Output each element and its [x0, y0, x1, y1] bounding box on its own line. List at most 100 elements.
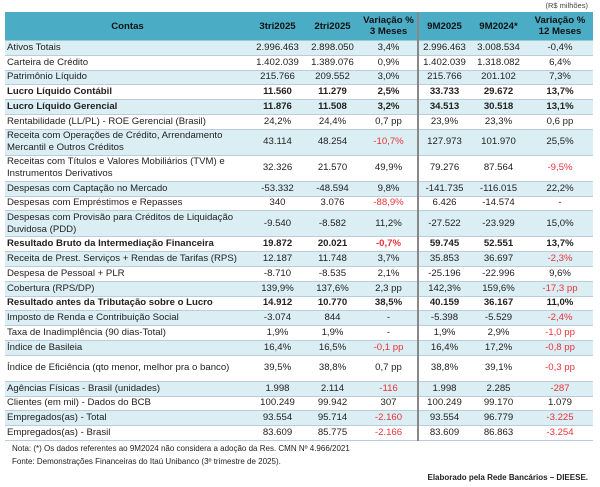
- cell-value: 13,7%: [527, 84, 593, 101]
- cell-value: 2,9%: [470, 325, 527, 341]
- table-row: Carteira de Crédito 1.402.039 1.389.076 0,9…: [5, 55, 593, 71]
- cell-value: 100.249: [417, 396, 470, 412]
- notes: Nota: (*) Os dados referentes ao 9M2024 …: [12, 442, 593, 468]
- cell-value: 99.942: [305, 396, 360, 412]
- cell-value: 23,3%: [470, 114, 527, 130]
- table-row: Lucro Líquido Contábil 11.560 11.279 2,5% 33…: [5, 84, 593, 101]
- cell-value: 2.996.463: [417, 40, 470, 56]
- row-label: Receita com Operações de Crédito, Arrend…: [5, 129, 250, 156]
- cell-value: 95.714: [305, 410, 360, 427]
- cell-value: 127.973: [417, 129, 470, 156]
- row-label: Taxa de Inadimplência (90 dias-Total): [5, 325, 250, 341]
- row-label: Receitas com Títulos e Valores Mobiliári…: [5, 155, 250, 182]
- cell-value: -: [360, 310, 418, 327]
- cell-value: 59.745: [417, 236, 470, 253]
- cell-value: 15,0%: [527, 210, 593, 238]
- cell-value: -53.332: [250, 181, 305, 197]
- cell-value: 21.570: [305, 155, 360, 182]
- cell-value: 11.508: [305, 99, 360, 115]
- cell-value: 38,8%: [305, 355, 360, 382]
- row-label: Patrimônio Líquido: [5, 70, 250, 86]
- cell-value: 83.609: [250, 425, 305, 441]
- table-row: Receitas com Títulos e Valores Mobiliári…: [5, 155, 593, 182]
- cell-value: 3,7%: [360, 251, 418, 267]
- cell-value: -0,7%: [360, 236, 418, 253]
- cell-value: 39,5%: [250, 355, 305, 382]
- cell-value: 11.279: [305, 84, 360, 101]
- row-label: Lucro Líquido Contábil: [5, 84, 250, 101]
- cell-value: -8.535: [305, 266, 360, 282]
- cell-value: 307: [360, 396, 418, 412]
- table-row: Imposto de Renda e Contribuição Social -3…: [5, 310, 593, 327]
- note: Nota: (*) Os dados referentes ao 9M2024 …: [12, 443, 350, 453]
- cell-value: 1.389.076: [305, 55, 360, 71]
- cell-value: 1,9%: [305, 325, 360, 341]
- cell-value: 83.609: [417, 425, 470, 441]
- cell-value: 201.102: [470, 70, 527, 86]
- cell-value: 33.733: [417, 84, 470, 101]
- cell-value: 12.187: [250, 251, 305, 267]
- cell-value: 100.249: [250, 396, 305, 412]
- cell-value: 10.770: [305, 296, 360, 312]
- row-label: Agências Físicas - Brasil (unidades): [5, 381, 250, 397]
- cell-value: 11,0%: [527, 296, 593, 312]
- cell-value: 0,7 pp: [360, 114, 418, 130]
- table-row: Despesas com Empréstimos e Repasses 340 3.…: [5, 196, 593, 212]
- cell-value: 17,2%: [470, 340, 527, 356]
- table-row: Rentabilidade (LL/PL) - ROE Gerencial (B…: [5, 114, 593, 130]
- header-var-3m: Variação % 3 Meses: [360, 12, 418, 41]
- cell-value: -27.522: [417, 210, 470, 238]
- cell-value: 3,2%: [360, 99, 418, 115]
- cell-value: 16,4%: [417, 340, 470, 356]
- cell-value: 20.021: [305, 236, 360, 253]
- table-row: Ativos Totais 2.996.463 2.898.050 3,4% 2.996…: [5, 40, 593, 56]
- cell-value: -0,1 pp: [360, 340, 418, 356]
- source: Fonte: Demonstrações Financeiras do Itaú…: [12, 456, 281, 466]
- header-9m2024: 9M2024*: [470, 12, 527, 41]
- cell-value: -3.074: [250, 310, 305, 327]
- cell-value: 38,5%: [360, 296, 418, 312]
- cell-value: 1.402.039: [250, 55, 305, 71]
- cell-value: 3,4%: [360, 40, 418, 56]
- cell-value: -0,4%: [527, 40, 593, 56]
- cell-value: -5.529: [470, 310, 527, 327]
- table-row: Despesa de Pessoal + PLR -8.710 -8.535 2,1%…: [5, 266, 593, 282]
- table-row: Patrimônio Líquido 215.766 209.552 3,0% 215.…: [5, 70, 593, 86]
- cell-value: 96.779: [470, 410, 527, 427]
- cell-value: 49,9%: [360, 155, 418, 182]
- cell-value: 159,6%: [470, 281, 527, 297]
- table-row: Receita de Prest. Serviços + Rendas de T…: [5, 251, 593, 267]
- row-label: Imposto de Renda e Contribuição Social: [5, 310, 250, 327]
- header-9m2025: 9M2025: [417, 12, 470, 41]
- cell-value: -116: [360, 381, 418, 397]
- cell-value: 25,5%: [527, 129, 593, 156]
- cell-value: 3,0%: [360, 70, 418, 86]
- cell-value: 11,2%: [360, 210, 418, 238]
- cell-value: 2.114: [305, 381, 360, 397]
- cell-value: 52.551: [470, 236, 527, 253]
- cell-value: 2.285: [470, 381, 527, 397]
- row-label: Índice de Eficiência (qto menor, melhor …: [5, 355, 250, 382]
- cell-value: 11.876: [250, 99, 305, 115]
- cell-value: -9.540: [250, 210, 305, 238]
- cell-value: -88,9%: [360, 196, 418, 212]
- cell-value: 215.766: [250, 70, 305, 86]
- table-row: Índice de Eficiência (qto menor, melhor …: [5, 355, 593, 382]
- cell-value: 43.114: [250, 129, 305, 156]
- cell-value: 85.775: [305, 425, 360, 441]
- row-label: Clientes (em mil) - Dados do BCB: [5, 396, 250, 412]
- header-3tri2025: 3tri2025: [250, 12, 305, 41]
- row-label: Despesas com Empréstimos e Repasses: [5, 196, 250, 212]
- cell-value: 36.697: [470, 251, 527, 267]
- cell-value: 2,3 pp: [360, 281, 418, 297]
- cell-value: -2.160: [360, 410, 418, 427]
- cell-value: 79.276: [417, 155, 470, 182]
- row-label: Resultado Bruto da Intermediação Finance…: [5, 236, 250, 253]
- cell-value: 48.254: [305, 129, 360, 156]
- cell-value: 215.766: [417, 70, 470, 86]
- cell-value: -14.574: [470, 196, 527, 212]
- cell-value: 39,1%: [470, 355, 527, 382]
- cell-value: 1.079: [527, 396, 593, 412]
- cell-value: 19.872: [250, 236, 305, 253]
- table-row: Agências Físicas - Brasil (unidades) 1.99…: [5, 381, 593, 397]
